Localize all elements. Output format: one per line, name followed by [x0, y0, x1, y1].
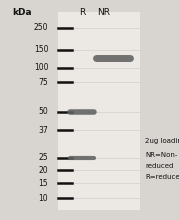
- Text: 37: 37: [38, 125, 48, 134]
- Text: R: R: [79, 8, 85, 17]
- Text: kDa: kDa: [12, 8, 32, 17]
- Text: R=reduced: R=reduced: [145, 174, 179, 180]
- Text: 75: 75: [38, 77, 48, 86]
- Text: 150: 150: [34, 46, 48, 55]
- Text: 50: 50: [38, 108, 48, 117]
- Text: 250: 250: [34, 24, 48, 33]
- Bar: [58, 12, 140, 210]
- Text: NR: NR: [98, 8, 110, 17]
- Text: 20: 20: [39, 165, 48, 174]
- Text: 2ug loading: 2ug loading: [145, 138, 179, 144]
- Text: 15: 15: [39, 178, 48, 187]
- Text: 25: 25: [39, 154, 48, 163]
- Text: 100: 100: [34, 64, 48, 73]
- Text: 10: 10: [39, 194, 48, 202]
- Text: NR=Non-: NR=Non-: [145, 152, 177, 158]
- Text: reduced: reduced: [145, 163, 173, 169]
